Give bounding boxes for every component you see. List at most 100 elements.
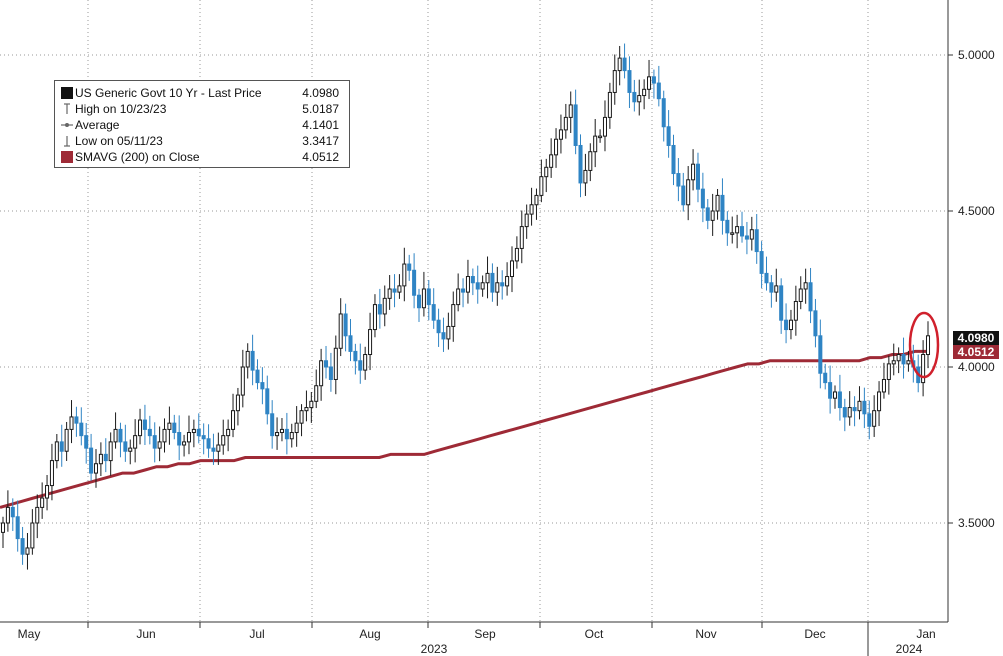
candlestick: [363, 346, 368, 380]
candlestick: [84, 423, 89, 464]
candlestick: [475, 265, 480, 304]
candle-body-down: [470, 276, 475, 284]
candle-body-up: [921, 354, 926, 384]
candle-body-up: [226, 428, 231, 437]
candlestick: [735, 214, 740, 249]
candlestick: [338, 298, 343, 357]
candle-body-up: [387, 288, 392, 299]
candle-body-up: [588, 151, 593, 171]
x-month-label: Dec: [804, 627, 825, 641]
candle-body-up: [485, 272, 490, 284]
candlestick: [651, 69, 656, 99]
candle-body-down: [147, 428, 152, 437]
candlestick: [235, 387, 240, 426]
x-month-label: Jul: [249, 627, 264, 641]
candle-body-up: [612, 70, 617, 93]
candle-body-down: [416, 294, 422, 309]
candlestick: [921, 340, 926, 397]
y-tick-label: 4.5000: [958, 204, 995, 218]
candle-body-down: [15, 516, 20, 540]
candlestick: [456, 273, 461, 312]
candlestick: [583, 153, 588, 196]
candlestick: [265, 375, 270, 425]
black-square-icon: [61, 87, 73, 99]
candle-body-up: [240, 366, 245, 396]
candlestick: [691, 149, 696, 191]
candlestick: [79, 407, 84, 446]
candlestick: [676, 158, 681, 202]
candle-body-up: [480, 282, 485, 290]
candle-body-up: [465, 276, 470, 293]
candle-body-up: [40, 497, 45, 508]
candlestick: [480, 275, 485, 297]
candlestick: [314, 369, 319, 409]
candle-body-up: [544, 166, 549, 178]
candle-body-down: [323, 360, 329, 368]
candle-body-up: [886, 363, 891, 380]
candle-body-up: [558, 129, 563, 140]
candle-body-up: [49, 460, 54, 487]
candle-body-up: [245, 350, 250, 368]
candlestick: [333, 335, 338, 395]
candlestick: [157, 426, 162, 462]
x-month-label: May: [18, 627, 41, 641]
legend-value: 5.0187: [302, 102, 339, 116]
candle-body-up: [279, 428, 284, 434]
legend-label: High on 10/23/23: [75, 102, 167, 116]
candlestick: [397, 274, 402, 299]
candlestick: [35, 494, 40, 539]
candlestick: [872, 395, 877, 437]
candlestick: [730, 216, 735, 244]
candle-body-down: [769, 282, 774, 293]
legend-row-last-price: US Generic Govt 10 Yr - Last Price 4.098…: [55, 85, 349, 101]
candlestick: [436, 308, 441, 347]
candle-body-down: [867, 413, 872, 427]
candle-body-up: [803, 282, 808, 290]
candlestick: [216, 432, 221, 465]
candlestick: [749, 216, 754, 251]
candlestick: [118, 422, 123, 458]
candlestick: [793, 285, 798, 336]
legend-label: US Generic Govt 10 Yr - Last Price: [75, 86, 262, 100]
candle-body-up: [69, 416, 74, 430]
candle-body-up: [113, 428, 118, 443]
candlestick: [45, 474, 50, 511]
candle-body-up: [372, 304, 377, 331]
candlestick: [368, 312, 373, 371]
candlestick: [15, 500, 20, 552]
candle-body-up: [294, 422, 299, 434]
y-tick-label: 4.0000: [958, 360, 995, 374]
legend-value: 3.3417: [302, 134, 339, 148]
candle-body-up: [514, 247, 519, 262]
candle-body-down: [862, 400, 867, 415]
candle-body-up: [216, 444, 221, 452]
candle-body-down: [764, 272, 769, 284]
candlestick: [412, 253, 417, 309]
candlestick: [211, 433, 216, 465]
candlestick: [64, 421, 69, 461]
candlestick: [720, 178, 725, 235]
candlestick: [25, 533, 30, 570]
candlestick: [138, 408, 143, 445]
candle-body-down: [754, 229, 759, 253]
candlestick: [715, 189, 720, 220]
candlestick: [0, 516, 6, 548]
candlestick: [319, 348, 324, 401]
x-month-label: Jan: [916, 627, 935, 641]
candle-body-down: [103, 453, 108, 462]
candlestick: [637, 79, 642, 116]
candlestick: [152, 422, 157, 463]
candle-body-down: [172, 422, 177, 434]
candle-body-up: [881, 378, 886, 393]
candle-body-up: [456, 288, 461, 306]
candlestick: [294, 406, 299, 447]
candle-body-down: [123, 441, 128, 452]
candle-body-down: [436, 319, 441, 334]
candlestick: [788, 309, 793, 340]
candle-body-up: [368, 329, 373, 356]
candle-body-down: [79, 422, 84, 437]
candle-body-down: [808, 282, 813, 312]
candle-body-up: [167, 422, 172, 430]
candlestick: [191, 419, 196, 448]
candle-body-up: [289, 432, 294, 440]
